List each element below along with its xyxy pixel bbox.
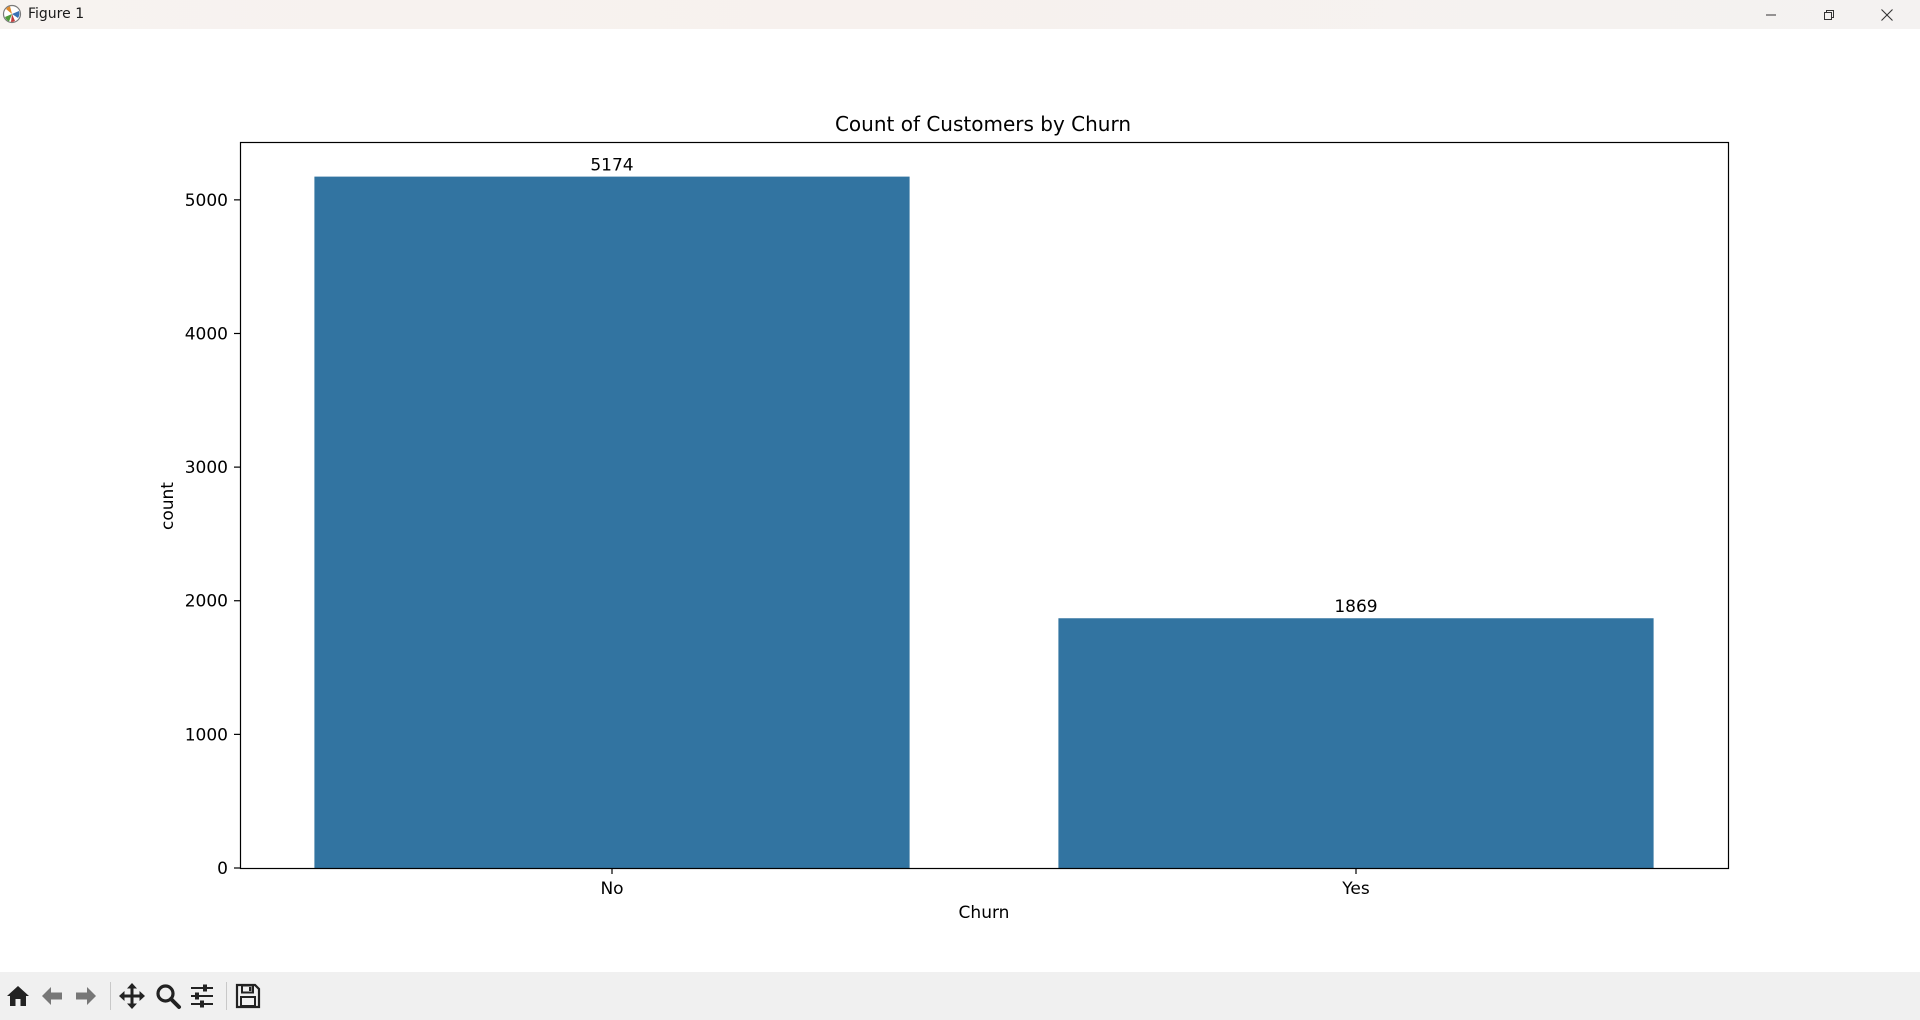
bar-chart: Count of Customers by Churn 5174 1869 0 10… bbox=[158, 112, 1730, 923]
back-button[interactable] bbox=[36, 980, 68, 1012]
save-icon bbox=[235, 983, 261, 1009]
restore-button[interactable] bbox=[1800, 0, 1858, 29]
x-axis-label: Churn bbox=[959, 903, 1010, 923]
forward-button[interactable] bbox=[70, 980, 102, 1012]
close-button[interactable] bbox=[1858, 0, 1916, 29]
bar-data-label: 1869 bbox=[1334, 597, 1377, 617]
close-icon bbox=[1881, 8, 1893, 21]
navigation-toolbar bbox=[0, 972, 1920, 1020]
save-button[interactable] bbox=[232, 980, 264, 1012]
figure-canvas[interactable]: Count of Customers by Churn 5174 1869 0 10… bbox=[0, 29, 1920, 972]
matplotlib-app-icon bbox=[2, 4, 22, 24]
configure-subplots-icon bbox=[191, 984, 213, 1008]
pan-button[interactable] bbox=[116, 980, 148, 1012]
y-tick-label: 1000 bbox=[185, 725, 228, 745]
y-tick-label: 2000 bbox=[185, 592, 228, 612]
toolbar-separator bbox=[226, 982, 227, 1010]
bar-no bbox=[314, 176, 910, 868]
home-icon bbox=[7, 986, 29, 1006]
plot-area-frame bbox=[239, 141, 1730, 870]
configure-subplots-button[interactable] bbox=[186, 980, 218, 1012]
back-arrow-icon bbox=[42, 987, 62, 1005]
toolbar-separator bbox=[110, 982, 111, 1010]
minimize-button[interactable] bbox=[1742, 0, 1800, 29]
y-axis-label: count bbox=[158, 482, 178, 530]
window-title: Figure 1 bbox=[28, 6, 85, 22]
zoom-icon bbox=[156, 984, 181, 1009]
pan-icon bbox=[119, 983, 145, 1009]
chart-title: Count of Customers by Churn bbox=[835, 112, 1131, 136]
home-button[interactable] bbox=[2, 980, 34, 1012]
zoom-button[interactable] bbox=[152, 980, 184, 1012]
restore-icon bbox=[1824, 9, 1834, 20]
y-tick-label: 4000 bbox=[185, 324, 228, 344]
y-tick-label: 0 bbox=[217, 859, 228, 879]
bar-yes bbox=[1058, 618, 1654, 868]
bar-data-label: 5174 bbox=[590, 156, 633, 176]
x-tick-label: No bbox=[600, 879, 623, 899]
y-tick-label: 3000 bbox=[185, 458, 228, 478]
x-tick-label: Yes bbox=[1341, 879, 1370, 899]
minimize-icon bbox=[1766, 14, 1776, 15]
y-tick-label: 5000 bbox=[185, 191, 228, 211]
forward-arrow-icon bbox=[76, 987, 96, 1005]
window-title-bar: Figure 1 bbox=[0, 0, 1920, 29]
